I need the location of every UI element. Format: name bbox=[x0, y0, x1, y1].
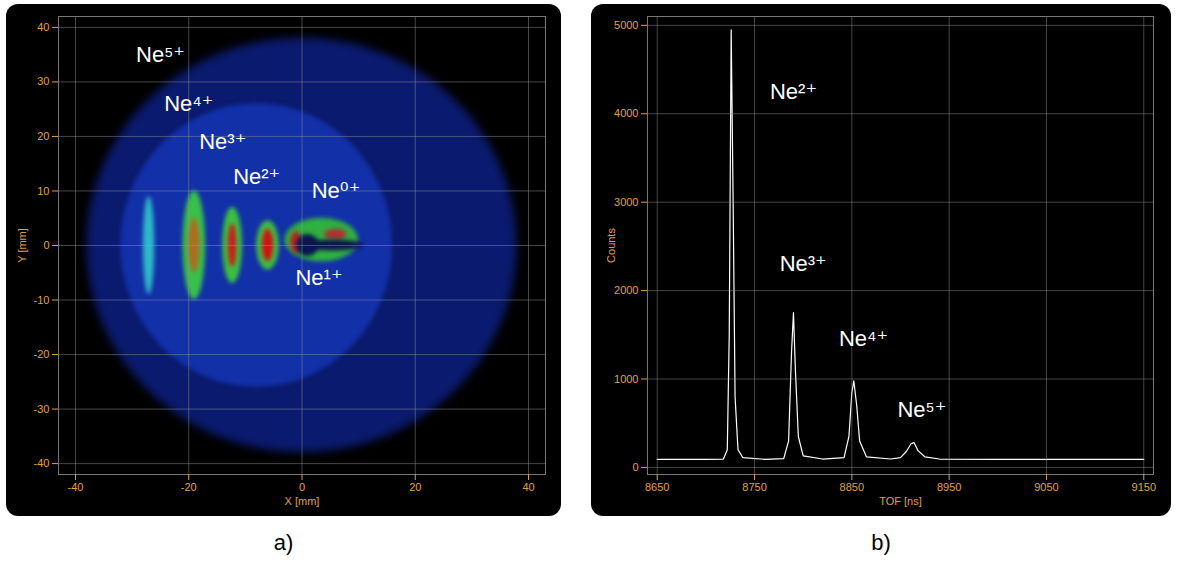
svg-text:Ne⁵⁺: Ne⁵⁺ bbox=[897, 397, 946, 422]
svg-text:Ne²⁺: Ne²⁺ bbox=[233, 164, 280, 189]
svg-text:Counts: Counts bbox=[605, 228, 617, 263]
svg-text:-10: -10 bbox=[34, 294, 50, 306]
svg-text:20: 20 bbox=[37, 130, 49, 142]
svg-text:40: 40 bbox=[37, 21, 49, 33]
svg-text:3000: 3000 bbox=[614, 196, 638, 208]
svg-text:5000: 5000 bbox=[614, 19, 638, 31]
svg-text:X [mm]: X [mm] bbox=[285, 495, 320, 507]
svg-text:30: 30 bbox=[37, 75, 49, 87]
svg-text:Ne³⁺: Ne³⁺ bbox=[780, 251, 827, 276]
svg-text:40: 40 bbox=[522, 481, 534, 493]
svg-text:Y [mm]: Y [mm] bbox=[16, 228, 28, 263]
html-text:b): b) bbox=[871, 530, 891, 555]
svg-text:10: 10 bbox=[37, 184, 49, 196]
svg-text:Ne³⁺: Ne³⁺ bbox=[199, 129, 246, 154]
svg-text:0: 0 bbox=[43, 239, 49, 251]
svg-text:8650: 8650 bbox=[645, 481, 669, 493]
svg-text:Ne⁵⁺: Ne⁵⁺ bbox=[136, 42, 185, 67]
svg-text:20: 20 bbox=[409, 481, 421, 493]
svg-text:1000: 1000 bbox=[614, 373, 638, 385]
svg-text:TOF [ns]: TOF [ns] bbox=[879, 495, 922, 507]
svg-text:4000: 4000 bbox=[614, 107, 638, 119]
svg-text:0: 0 bbox=[299, 481, 305, 493]
svg-text:-40: -40 bbox=[68, 481, 84, 493]
svg-text:-30: -30 bbox=[34, 403, 50, 415]
svg-text:2000: 2000 bbox=[614, 284, 638, 296]
svg-text:8950: 8950 bbox=[937, 481, 961, 493]
svg-text:9150: 9150 bbox=[1132, 481, 1156, 493]
svg-text:Ne⁰⁺: Ne⁰⁺ bbox=[312, 178, 361, 203]
svg-text:-20: -20 bbox=[181, 481, 197, 493]
svg-text:Ne²⁺: Ne²⁺ bbox=[770, 79, 817, 104]
svg-text:0: 0 bbox=[632, 461, 638, 473]
svg-text:8750: 8750 bbox=[742, 481, 766, 493]
svg-text:-20: -20 bbox=[34, 348, 50, 360]
svg-text:9050: 9050 bbox=[1034, 481, 1058, 493]
svg-text:-40: -40 bbox=[34, 457, 50, 469]
svg-text:Ne⁴⁺: Ne⁴⁺ bbox=[839, 326, 888, 351]
svg-text:Ne⁴⁺: Ne⁴⁺ bbox=[164, 91, 213, 116]
html-text:a): a) bbox=[273, 530, 294, 555]
svg-text:Ne¹⁺: Ne¹⁺ bbox=[295, 265, 342, 290]
svg-text:8850: 8850 bbox=[840, 481, 864, 493]
